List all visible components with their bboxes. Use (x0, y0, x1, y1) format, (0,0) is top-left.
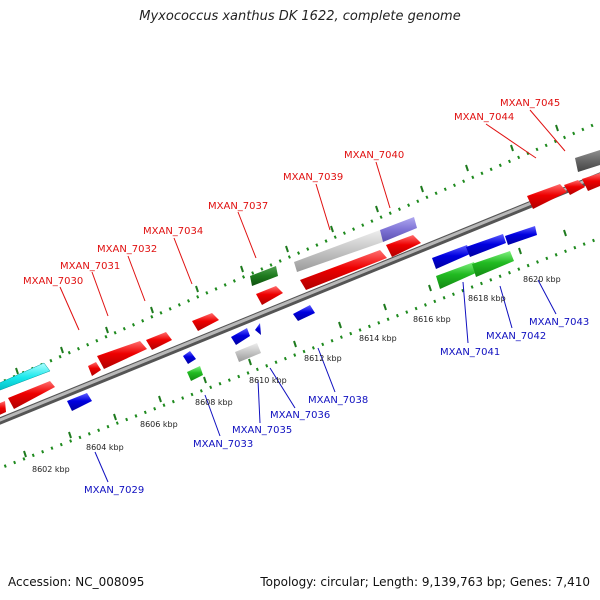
gene-red (192, 313, 219, 331)
gene-red (97, 341, 147, 369)
gene-label: MXAN_7041 (440, 347, 500, 358)
upper-major-ticks (15, 124, 559, 375)
reverse-leader-lines (94, 279, 557, 483)
gene-red (300, 250, 387, 290)
scale-tick-label: 8620 kbp (523, 275, 561, 284)
gene-blue (505, 226, 537, 245)
forward-leader-lines (59, 109, 566, 331)
scale-tick-label: 8614 kbp (359, 334, 397, 343)
gene-red (256, 286, 283, 305)
map-title: Myxococcus xanthus DK 1622, complete gen… (139, 9, 461, 24)
gene-label: MXAN_7040 (344, 150, 404, 161)
gene-cyan (0, 362, 51, 391)
gene-red (146, 332, 172, 350)
gene-label: MXAN_7034 (143, 226, 203, 237)
gene-grey (235, 343, 261, 362)
genome-summary-text: Topology: circular; Length: 9,139,763 bp… (260, 575, 590, 589)
gene-red (582, 173, 600, 191)
gene-blue (432, 245, 470, 269)
forward-inner-genes (0, 173, 600, 415)
gene-blue (67, 393, 92, 411)
lower-tick-row (0, 236, 600, 470)
gene-mxan-7040-box (380, 217, 417, 242)
gene-green (472, 251, 514, 277)
gene-red (0, 401, 6, 415)
gene-label: MXAN_7032 (97, 244, 157, 255)
scale-tick-label: 8602 kbp (32, 465, 70, 474)
gene-green (436, 262, 478, 289)
gene-label: MXAN_7038 (308, 395, 368, 406)
genome-backbone-highlight (0, 173, 600, 422)
scale-tick-label: 8610 kbp (249, 376, 287, 385)
gene-red (8, 381, 55, 409)
gene-mxan-7045-box (575, 150, 600, 172)
gene-label: MXAN_7042 (486, 331, 546, 342)
accession-text: Accession: NC_008095 (8, 575, 145, 589)
scale-tick-label: 8608 kbp (195, 398, 233, 407)
reverse-genes (67, 226, 537, 411)
gene-blue (466, 234, 506, 257)
gene-label: MXAN_7045 (500, 98, 560, 109)
gene-blue (231, 328, 250, 345)
gene-label: MXAN_7037 (208, 201, 268, 212)
gene-label: MXAN_7036 (270, 410, 330, 421)
scale-tick-label: 8612 kbp (304, 354, 342, 363)
gene-green (187, 366, 203, 381)
lower-major-ticks (23, 229, 567, 458)
gene-label: MXAN_7039 (283, 172, 343, 183)
gene-label: MXAN_7035 (232, 425, 292, 436)
gene-blue (293, 305, 315, 321)
scale-tick-label: 8616 kbp (413, 315, 451, 324)
gene-mxan-7039-box (294, 230, 383, 272)
scale-tick-label: 8618 kbp (468, 294, 506, 303)
gene-red (527, 184, 567, 209)
gene-red (88, 362, 101, 376)
gene-blue (255, 323, 261, 335)
forward-gene-labels: MXAN_7030 MXAN_7031 MXAN_7032 MXAN_7034 … (23, 98, 560, 287)
gene-label: MXAN_7043 (529, 317, 589, 328)
reverse-gene-labels: MXAN_7029 MXAN_7033 MXAN_7035 MXAN_7036 … (84, 317, 589, 496)
gene-label: MXAN_7029 (84, 485, 144, 496)
forward-outer-genes (0, 150, 600, 391)
scale-tick-label: 8606 kbp (140, 420, 178, 429)
gene-red (386, 235, 421, 257)
gene-label: MXAN_7044 (454, 112, 514, 123)
gene-label: MXAN_7030 (23, 276, 83, 287)
gene-red (564, 180, 585, 195)
gene-label: MXAN_7033 (193, 439, 253, 450)
gene-mxan-7037-box (250, 266, 278, 286)
gene-label: MXAN_7031 (60, 261, 120, 272)
scale-tick-label: 8604 kbp (86, 443, 124, 452)
gene-blue (183, 351, 196, 364)
